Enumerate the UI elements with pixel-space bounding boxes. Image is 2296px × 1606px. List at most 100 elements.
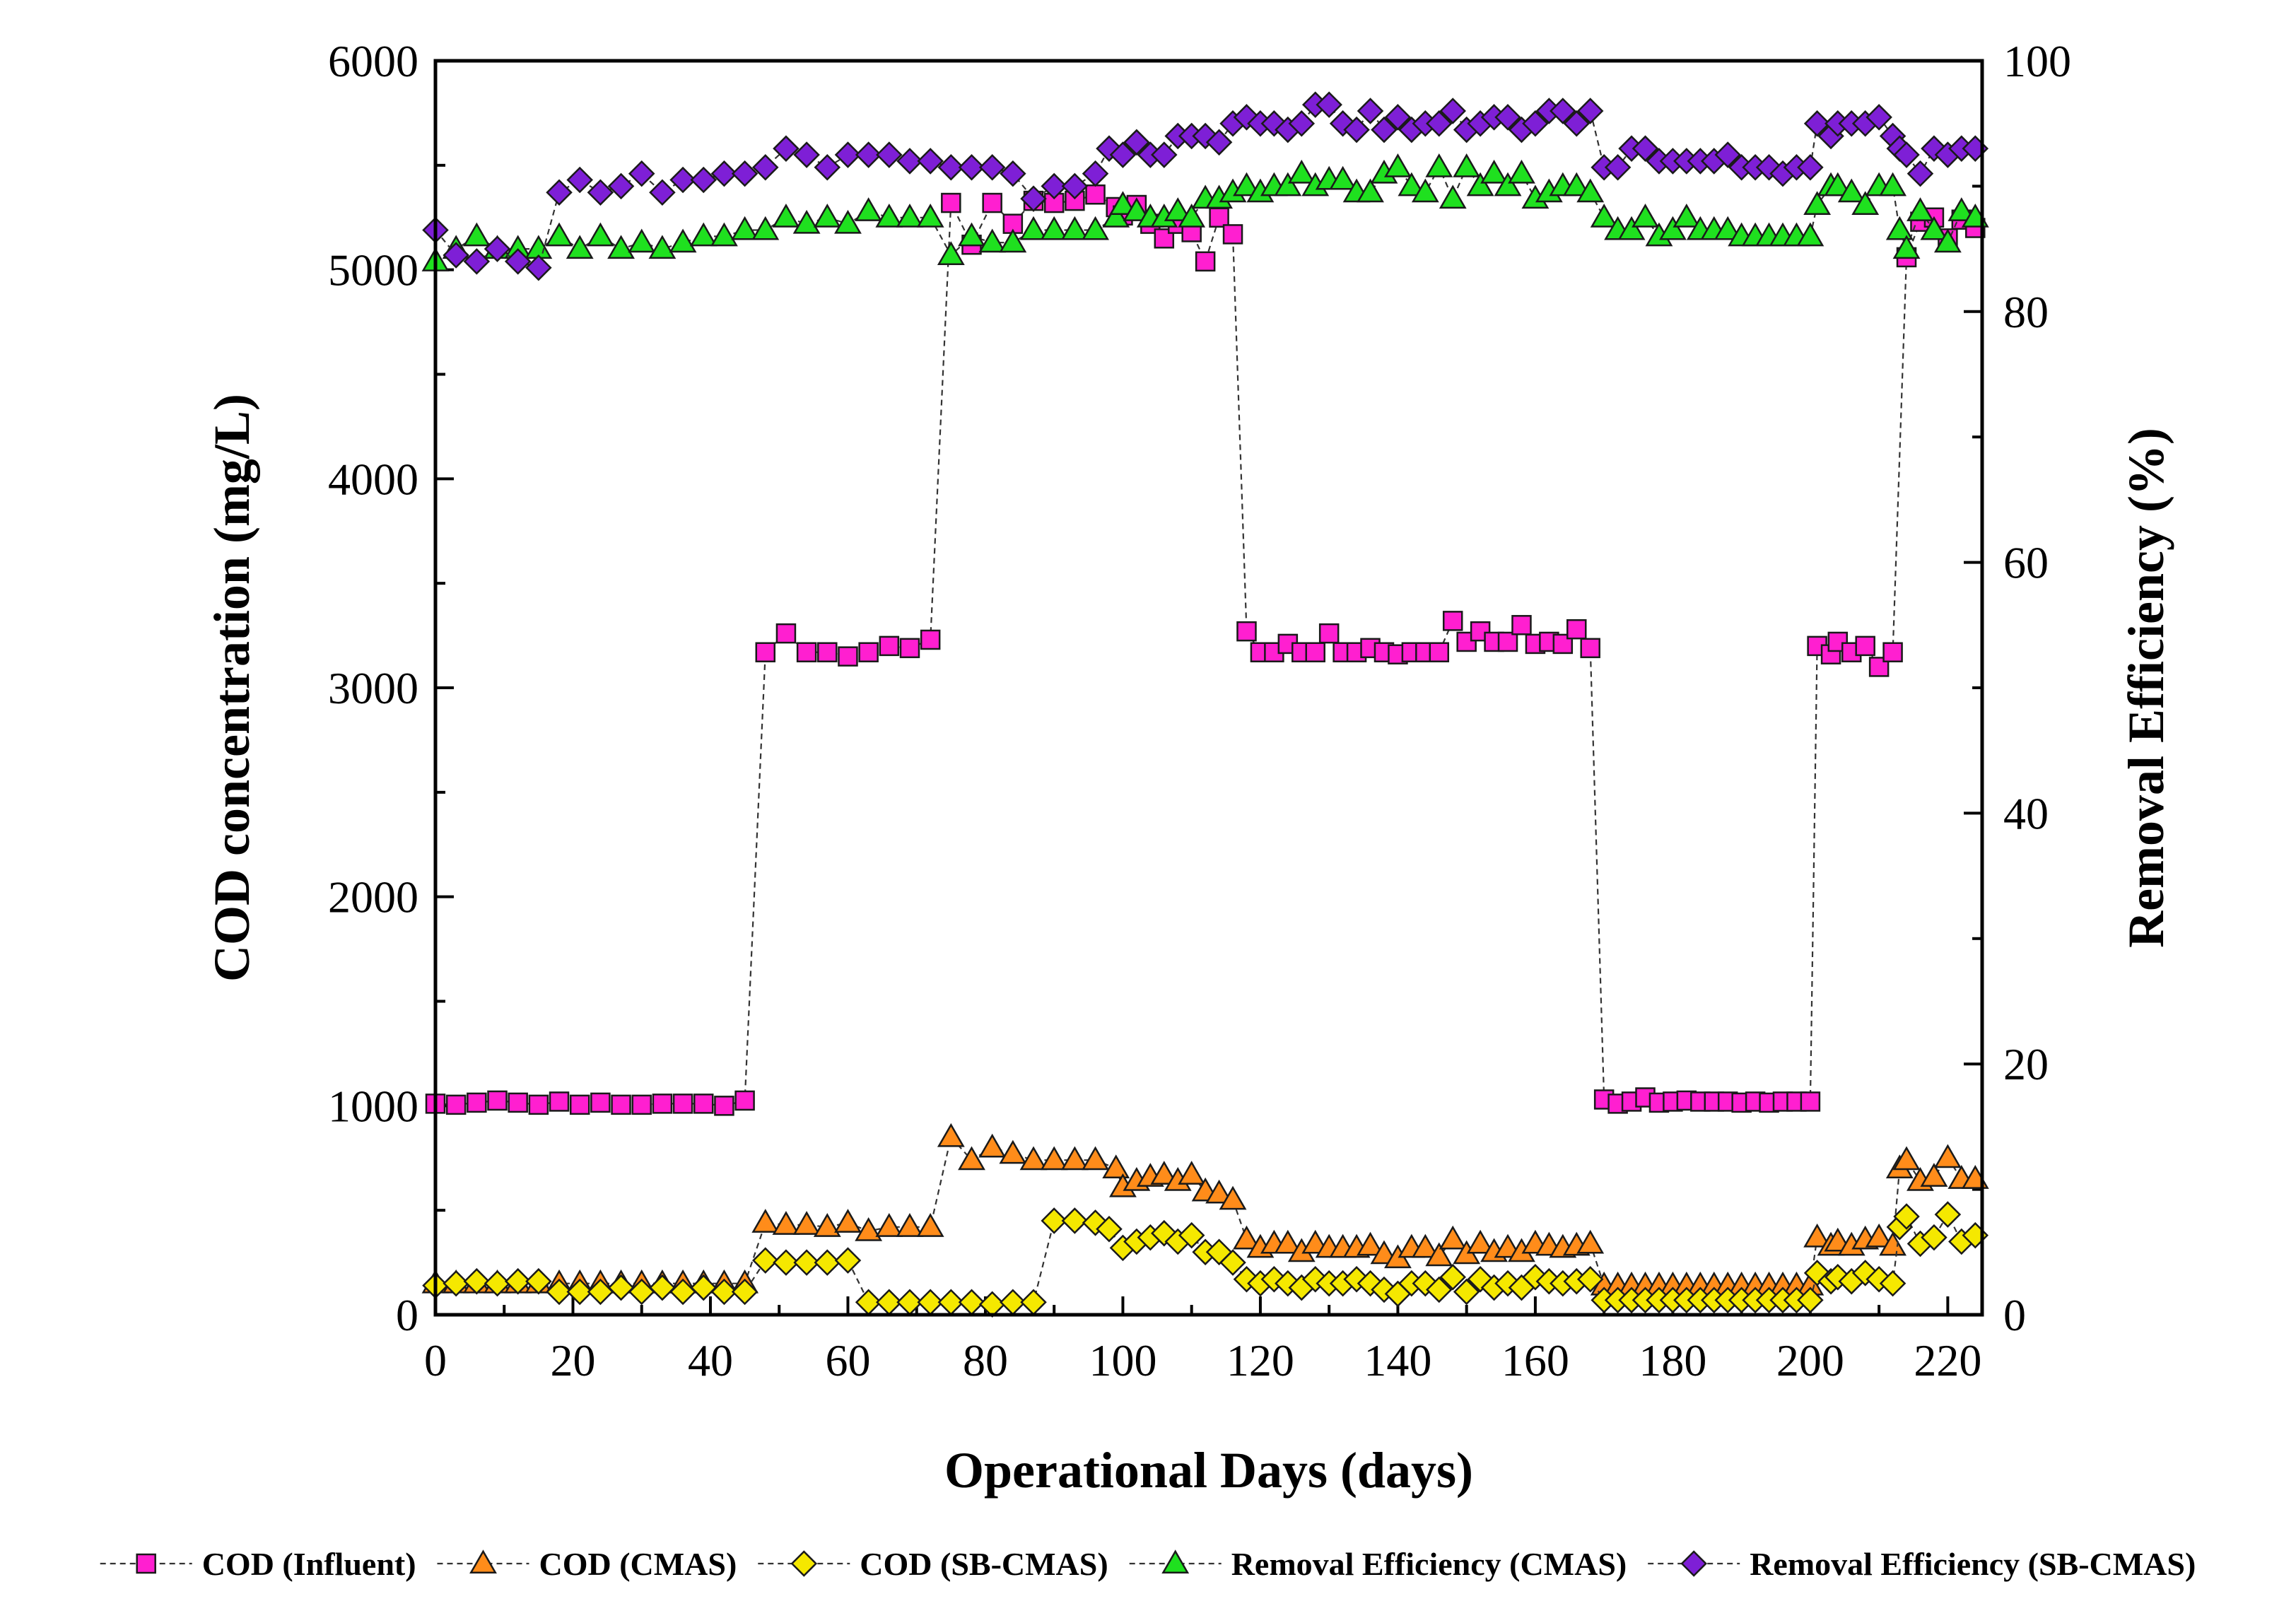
data-point	[772, 203, 800, 228]
data-point	[772, 1211, 800, 1235]
legend-label: COD (Influent)	[202, 1546, 416, 1582]
data-point	[628, 160, 655, 187]
data-point	[1178, 203, 1206, 228]
data-point	[1343, 116, 1370, 143]
data-point	[693, 1094, 714, 1114]
data-point	[590, 1092, 611, 1113]
data-point	[607, 1274, 635, 1301]
data-point	[1933, 1144, 1962, 1168]
data-point	[1934, 1201, 1962, 1228]
data-point	[463, 1267, 491, 1295]
data-point	[1824, 172, 1852, 197]
data-point	[1439, 98, 1466, 124]
legend-item: Removal Efficiency (SB-CMAS)	[1648, 1546, 2196, 1582]
data-point	[1879, 172, 1906, 197]
x-tick-label: 0	[424, 1335, 447, 1385]
data-point	[1109, 191, 1137, 216]
data-point	[731, 1278, 758, 1306]
data-point	[1617, 216, 1646, 240]
data-point	[1000, 160, 1026, 187]
legend-label: COD (CMAS)	[539, 1546, 737, 1582]
data-point	[1060, 216, 1089, 240]
data-point	[793, 141, 820, 168]
data-point	[1439, 184, 1467, 209]
data-point	[545, 222, 573, 247]
data-point	[792, 209, 821, 234]
data-point	[607, 172, 635, 200]
data-point	[896, 148, 923, 175]
data-point	[875, 203, 903, 228]
data-point	[1580, 638, 1600, 659]
data-point	[1164, 197, 1192, 221]
data-point	[751, 1209, 780, 1233]
data-point	[775, 623, 797, 644]
data-point	[508, 1092, 528, 1113]
data-point	[1906, 160, 1934, 187]
data-point	[566, 166, 593, 194]
data-point	[978, 228, 1007, 253]
data-point	[1085, 184, 1106, 205]
y-right-tick-label: 40	[2003, 788, 2049, 838]
data-point	[1466, 1229, 1494, 1254]
data-point	[1576, 178, 1605, 203]
data-point	[1151, 141, 1178, 168]
x-tick-label: 160	[1501, 1335, 1569, 1385]
data-point	[1920, 1163, 1948, 1187]
data-point	[1453, 153, 1481, 177]
data-point	[1357, 178, 1384, 203]
data-point	[546, 179, 573, 206]
data-point	[734, 1090, 755, 1111]
data-point	[1411, 1233, 1439, 1258]
data-point	[1797, 154, 1824, 181]
data-point	[834, 141, 862, 168]
data-point	[1384, 104, 1412, 131]
data-point	[1318, 623, 1340, 644]
series-layer	[421, 91, 1989, 1318]
legend-item: Removal Efficiency (CMAS)	[1129, 1546, 1627, 1582]
data-point	[1426, 110, 1453, 137]
y-left-tick-label: 0	[396, 1290, 418, 1340]
data-point	[834, 1247, 862, 1274]
data-point	[1439, 1264, 1466, 1291]
legend-label: COD (SB-CMAS)	[860, 1546, 1108, 1582]
data-point	[1082, 1146, 1109, 1171]
data-point	[814, 1249, 841, 1276]
data-point	[1948, 197, 1976, 221]
data-point	[1219, 1185, 1247, 1210]
data-point	[1222, 224, 1243, 245]
data-point	[793, 1249, 820, 1276]
legend-marker	[469, 1549, 497, 1573]
data-point	[690, 166, 718, 194]
data-point	[858, 642, 879, 662]
data-point	[792, 1211, 821, 1235]
series-3	[422, 1201, 1989, 1318]
data-point	[649, 1274, 676, 1301]
data-point	[463, 248, 491, 275]
data-point	[710, 1278, 738, 1306]
data-point	[566, 1278, 593, 1306]
data-point	[1885, 216, 1914, 240]
x-tick-label: 200	[1776, 1335, 1844, 1385]
data-point	[445, 1094, 467, 1115]
y-right-tick-label: 20	[2003, 1039, 2049, 1089]
data-point	[1195, 251, 1216, 272]
data-point	[1803, 191, 1832, 216]
data-point	[1480, 159, 1508, 184]
data-point	[1508, 159, 1535, 184]
data-point	[755, 642, 776, 662]
data-point	[916, 1213, 944, 1237]
data-point	[546, 1278, 573, 1306]
data-point	[1109, 141, 1137, 168]
data-point	[1576, 1229, 1605, 1254]
y-left-tick-label: 5000	[328, 245, 418, 295]
data-point	[937, 1123, 965, 1147]
data-point	[443, 1270, 469, 1297]
data-point	[525, 1267, 552, 1295]
data-point	[1714, 141, 1741, 168]
data-point	[1550, 98, 1576, 124]
data-point	[1632, 203, 1659, 228]
data-point	[838, 646, 858, 667]
data-point	[566, 235, 594, 259]
data-point	[1288, 110, 1316, 137]
data-point	[504, 248, 532, 275]
